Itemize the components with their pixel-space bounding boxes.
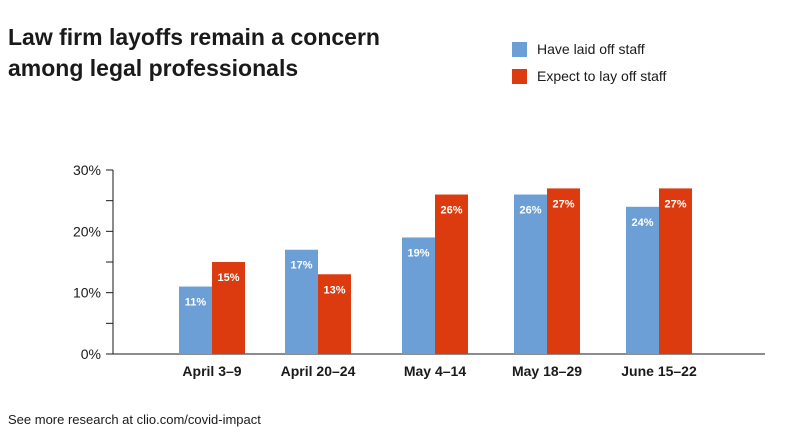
legend-swatch-expect <box>512 68 527 84</box>
bar-value-label: 17% <box>290 260 312 272</box>
legend-item-laid-off: Have laid off staff <box>512 39 666 59</box>
bar-expect <box>318 274 351 354</box>
chart-title: Law firm layoffs remain a concern among … <box>8 24 380 81</box>
bar-expect <box>547 188 580 354</box>
bar-value-label: 24% <box>631 217 653 229</box>
chart-legend: Have laid off staff Expect to lay off st… <box>512 39 666 93</box>
legend-swatch-laid-off <box>512 41 527 57</box>
bar-expect <box>659 188 692 354</box>
bar-value-label: 26% <box>519 205 541 217</box>
legend-label-laid-off: Have laid off staff <box>537 41 645 57</box>
legend-item-expect: Expect to lay off staff <box>512 66 666 86</box>
bar-value-label: 13% <box>323 284 345 296</box>
y-tick-label: 0% <box>81 346 101 362</box>
bar-laid-off <box>402 237 435 354</box>
bar-chart-plot: 0% 10% 20% 30% 11% 15% April 3–9 17% 13% April 20… <box>73 162 765 379</box>
y-tick-label: 10% <box>73 285 101 301</box>
x-category-label: April 3–9 <box>182 363 241 379</box>
bar-laid-off <box>626 206 659 354</box>
bar-value-label: 26% <box>440 205 462 217</box>
bar-value-label: 15% <box>217 272 239 284</box>
y-tick-label: 30% <box>73 162 101 178</box>
x-category-label: May 4–14 <box>404 363 466 379</box>
bar-value-label: 27% <box>664 198 686 210</box>
bar-value-label: 19% <box>407 247 429 259</box>
y-tick-label: 20% <box>73 223 101 239</box>
legend-label-expect: Expect to lay off staff <box>537 68 667 84</box>
bar-expect <box>212 262 245 354</box>
source-note: See more research at clio.com/covid-impa… <box>8 412 261 427</box>
x-category-label: June 15–22 <box>621 363 697 379</box>
bar-value-label: 11% <box>185 297 207 309</box>
bar-laid-off <box>285 249 318 354</box>
x-category-label: May 18–29 <box>512 363 582 379</box>
bar-laid-off <box>179 286 212 354</box>
bar-expect <box>435 194 468 354</box>
x-category-label: April 20–24 <box>281 363 356 379</box>
bar-laid-off <box>514 194 547 354</box>
bar-value-label: 27% <box>552 198 574 210</box>
